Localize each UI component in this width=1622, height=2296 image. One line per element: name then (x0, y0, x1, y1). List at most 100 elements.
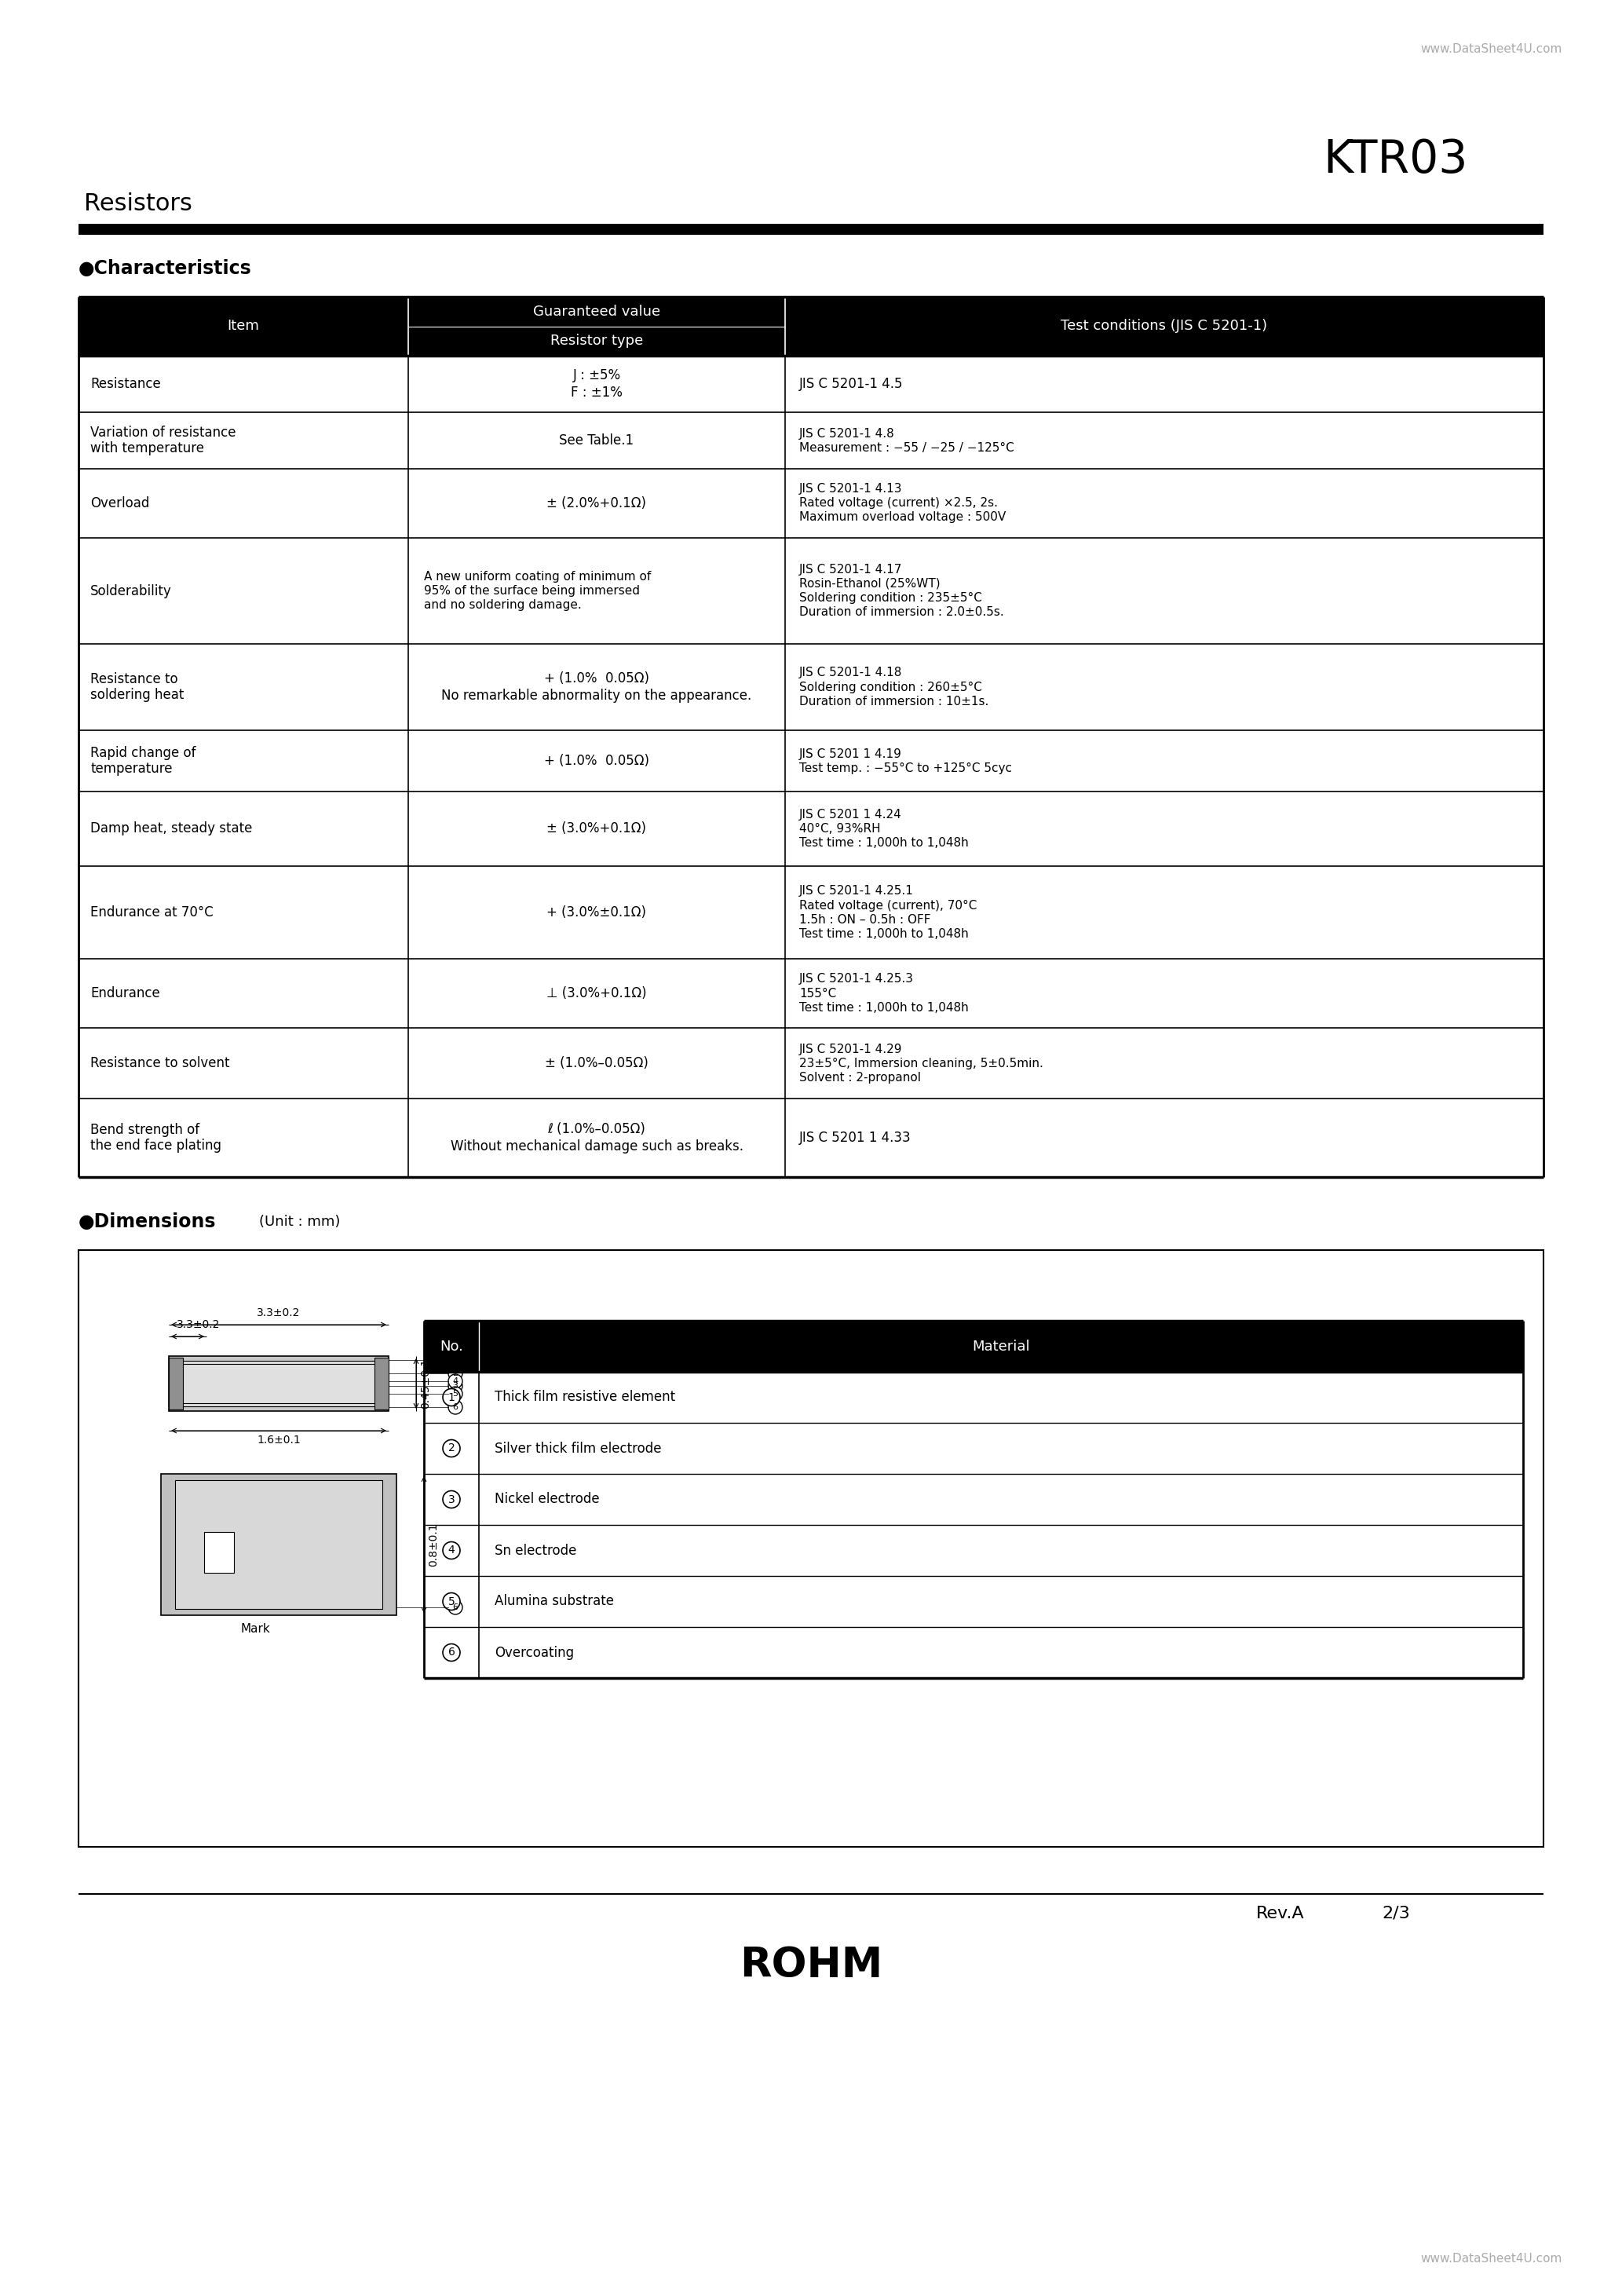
Text: JIS C 5201-1 4.17: JIS C 5201-1 4.17 (800, 565, 902, 576)
Text: 0.8±0.1: 0.8±0.1 (428, 1522, 440, 1566)
Text: 6: 6 (453, 1603, 457, 1612)
Text: Duration of immersion : 2.0±0.5s.: Duration of immersion : 2.0±0.5s. (800, 606, 1004, 618)
Text: + (3.0%±0.1Ω): + (3.0%±0.1Ω) (547, 905, 647, 918)
Text: with temperature: with temperature (91, 441, 204, 455)
Text: www.DataSheet4U.com: www.DataSheet4U.com (1421, 2252, 1562, 2264)
Circle shape (443, 1543, 461, 1559)
Text: 4: 4 (448, 1545, 454, 1557)
Text: JIS C 5201-1 4.18: JIS C 5201-1 4.18 (800, 668, 902, 680)
Text: JIS C 5201 1 4.33: JIS C 5201 1 4.33 (800, 1130, 912, 1146)
Circle shape (443, 1389, 461, 1405)
Text: No remarkable abnormality on the appearance.: No remarkable abnormality on the appeara… (441, 689, 753, 703)
Text: Test conditions (JIS C 5201-1): Test conditions (JIS C 5201-1) (1061, 319, 1267, 333)
Text: See Table.1: See Table.1 (560, 434, 634, 448)
Text: Guaranteed value: Guaranteed value (534, 305, 660, 319)
Text: Test temp. : −55°C to +125°C 5cyc: Test temp. : −55°C to +125°C 5cyc (800, 762, 1012, 774)
Text: J : ±5%: J : ±5% (573, 367, 621, 383)
Text: JIS C 5201-1 4.25.3: JIS C 5201-1 4.25.3 (800, 974, 913, 985)
Text: 2/3: 2/3 (1382, 1906, 1410, 1922)
Text: Without mechanical damage such as breaks.: Without mechanical damage such as breaks… (451, 1139, 743, 1153)
Circle shape (448, 1352, 462, 1366)
Text: Alumina substrate: Alumina substrate (495, 1593, 615, 1609)
Text: 95% of the surface being immersed: 95% of the surface being immersed (423, 585, 639, 597)
Text: Nickel electrode: Nickel electrode (495, 1492, 600, 1506)
Circle shape (448, 1380, 462, 1394)
Text: 3.3±0.2: 3.3±0.2 (177, 1320, 221, 1329)
Text: 1: 1 (453, 1357, 457, 1364)
Text: Resistance to: Resistance to (91, 673, 178, 687)
Text: JIS C 5201‑1 4.5: JIS C 5201‑1 4.5 (800, 377, 903, 390)
Text: ●Dimensions: ●Dimensions (78, 1212, 216, 1231)
Circle shape (448, 1373, 462, 1389)
Text: Maximum overload voltage : 500V: Maximum overload voltage : 500V (800, 512, 1006, 523)
Text: Sn electrode: Sn electrode (495, 1543, 576, 1557)
Text: 1.6±0.1: 1.6±0.1 (256, 1435, 300, 1446)
Text: Test time : 1,000h to 1,048h: Test time : 1,000h to 1,048h (800, 1001, 968, 1013)
Text: Resistors: Resistors (84, 193, 193, 216)
Text: Resistance to solvent: Resistance to solvent (91, 1056, 230, 1070)
Text: No.: No. (440, 1339, 464, 1352)
Text: Rated voltage (current), 70°C: Rated voltage (current), 70°C (800, 900, 976, 912)
Text: Damp heat, steady state: Damp heat, steady state (91, 822, 253, 836)
Text: A new uniform coating of minimum of: A new uniform coating of minimum of (423, 572, 650, 583)
Text: Resistance: Resistance (91, 377, 161, 390)
Circle shape (448, 1366, 462, 1380)
Text: Soldering condition : 260±5°C: Soldering condition : 260±5°C (800, 682, 981, 693)
Text: 5: 5 (453, 1389, 457, 1398)
Text: Resistor type: Resistor type (550, 333, 642, 349)
Bar (175, 1481, 383, 1609)
Text: Mark: Mark (240, 1623, 269, 1635)
Text: Rosin-Ethanol (25%WT): Rosin-Ethanol (25%WT) (800, 579, 941, 590)
Text: 2: 2 (448, 1442, 454, 1453)
Text: ± (1.0%–0.05Ω): ± (1.0%–0.05Ω) (545, 1056, 649, 1070)
Text: KTR03: KTR03 (1324, 138, 1468, 181)
Circle shape (443, 1490, 461, 1508)
Text: 4: 4 (453, 1378, 457, 1384)
Text: 40°C, 93%RH: 40°C, 93%RH (800, 822, 881, 836)
Text: 6: 6 (448, 1646, 454, 1658)
Text: Measurement : −55 / −25 / −125°C: Measurement : −55 / −25 / −125°C (800, 441, 1014, 455)
Circle shape (448, 1600, 462, 1614)
Text: ●Characteristics: ●Characteristics (78, 259, 251, 278)
Text: 23±5°C, Immersion cleaning, 5±0.5min.: 23±5°C, Immersion cleaning, 5±0.5min. (800, 1056, 1043, 1070)
Text: ℓ (1.0%–0.05Ω): ℓ (1.0%–0.05Ω) (548, 1123, 646, 1137)
Text: and no soldering damage.: and no soldering damage. (423, 599, 582, 611)
Circle shape (443, 1644, 461, 1660)
Text: JIS C 5201 1 4.24: JIS C 5201 1 4.24 (800, 808, 902, 820)
Text: 6: 6 (453, 1403, 457, 1412)
Bar (78, 296, 1544, 356)
Text: ± (2.0%+0.1Ω): ± (2.0%+0.1Ω) (547, 496, 647, 510)
Text: (Unit : mm): (Unit : mm) (260, 1215, 341, 1228)
Text: Item: Item (227, 319, 260, 333)
Circle shape (443, 1440, 461, 1458)
Text: Rated voltage (current) ×2.5, 2s.: Rated voltage (current) ×2.5, 2s. (800, 498, 998, 510)
Text: Solderability: Solderability (91, 583, 172, 597)
Text: JIS C 5201-1 4.25.1: JIS C 5201-1 4.25.1 (800, 886, 913, 898)
Bar (423, 1320, 1523, 1371)
Bar (78, 1249, 1544, 1846)
Text: Test time : 1,000h to 1,048h: Test time : 1,000h to 1,048h (800, 928, 968, 939)
Circle shape (448, 1387, 462, 1401)
Text: F : ±1%: F : ±1% (571, 386, 623, 400)
Text: 3.3±0.2: 3.3±0.2 (256, 1306, 300, 1318)
Text: 5: 5 (448, 1596, 454, 1607)
Text: 3: 3 (448, 1495, 454, 1504)
Text: 2: 2 (453, 1368, 457, 1378)
Text: Test time : 1,000h to 1,048h: Test time : 1,000h to 1,048h (800, 838, 968, 850)
Text: Variation of resistance: Variation of resistance (91, 425, 235, 441)
Bar (169, 1357, 389, 1412)
Text: + (1.0%  0.05Ω): + (1.0% 0.05Ω) (543, 670, 649, 687)
Text: ⊥ (3.0%+0.1Ω): ⊥ (3.0%+0.1Ω) (547, 987, 647, 1001)
Text: 155°C: 155°C (800, 987, 837, 999)
Text: temperature: temperature (91, 762, 172, 776)
Text: Overload: Overload (91, 496, 149, 510)
Text: Silver thick film electrode: Silver thick film electrode (495, 1442, 662, 1456)
Text: 0.45±0.1: 0.45±0.1 (420, 1359, 431, 1410)
Text: + (1.0%  0.05Ω): + (1.0% 0.05Ω) (543, 753, 649, 767)
Text: the end face plating: the end face plating (91, 1139, 221, 1153)
Text: Rapid change of: Rapid change of (91, 746, 196, 760)
Text: Thick film resistive element: Thick film resistive element (495, 1391, 675, 1405)
Bar (78, 223, 1544, 234)
Text: Duration of immersion : 10±1s.: Duration of immersion : 10±1s. (800, 696, 989, 707)
Text: 1.5h : ON – 0.5h : OFF: 1.5h : ON – 0.5h : OFF (800, 914, 931, 925)
